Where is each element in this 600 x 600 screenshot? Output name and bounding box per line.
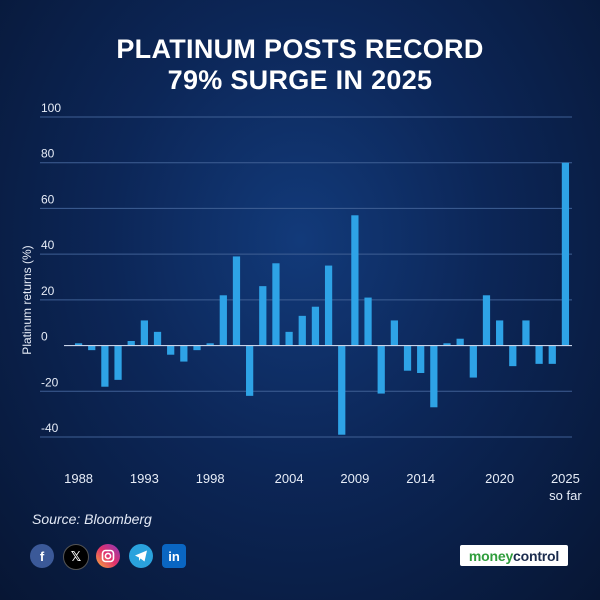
bar-2024 (548, 345, 556, 364)
bar-2000 (232, 256, 241, 346)
bar-2023 (535, 345, 543, 364)
x-tick-label-2025: 2025 (551, 471, 580, 486)
bar-2014 (417, 345, 425, 373)
chart-title: PLATINUM POSTS RECORD 79% SURGE IN 2025 (0, 34, 600, 96)
bar-2007 (324, 265, 333, 346)
grid-lines (40, 116, 572, 438)
x-tick-label-2009: 2009 (340, 471, 369, 486)
bar-1995 (167, 345, 175, 355)
x-tick-label-2004: 2004 (275, 471, 304, 486)
x-tick-label-2020: 2020 (485, 471, 514, 486)
bar-2016 (443, 343, 451, 346)
x-tick-label-1993: 1993 (130, 471, 159, 486)
telegram-icon[interactable] (129, 544, 153, 568)
telegram-glyph (135, 550, 147, 562)
bar-2013 (403, 345, 412, 371)
bar-2021 (509, 345, 517, 367)
instagram-icon[interactable] (96, 544, 120, 568)
bar-2017 (456, 338, 464, 346)
y-tick-label: 80 (41, 147, 55, 161)
bar-1997 (193, 345, 201, 351)
y-tick-label: -20 (41, 375, 59, 389)
source-note: Source: Bloomberg (32, 511, 152, 527)
x-tick-sublabel: so far (549, 488, 582, 503)
y-tick-labels: 100 80 60 40 20 0 -20 -40 (41, 101, 61, 435)
y-tick-label: 20 (41, 284, 55, 298)
linkedin-icon[interactable]: in (162, 544, 186, 568)
bar-2002 (259, 286, 267, 346)
bar-2003 (272, 263, 280, 346)
bar-1999 (219, 295, 227, 346)
bar-2009 (351, 215, 359, 346)
y-tick-label: 40 (41, 238, 55, 252)
bar-2020 (496, 320, 504, 346)
y-tick-label: 100 (41, 101, 61, 115)
bar-1994 (153, 331, 162, 346)
moneycontrol-logo[interactable]: money control (460, 545, 568, 566)
bar-1992 (127, 341, 135, 346)
bar-1998 (206, 343, 214, 346)
bar-2018 (469, 345, 477, 378)
y-axis-label: Platinum returns (%) (20, 245, 34, 354)
bar-2005 (298, 315, 306, 346)
bar-2001 (246, 345, 254, 396)
bar-2008 (338, 345, 346, 435)
x-tick-label-1988: 1988 (64, 471, 93, 486)
bar-1988 (74, 343, 83, 346)
instagram-glyph (101, 549, 115, 563)
bar-2022 (522, 320, 530, 346)
x-tick-label-2014: 2014 (406, 471, 435, 486)
y-tick-label: 60 (41, 192, 55, 206)
bars (74, 162, 570, 435)
brand-part-money: money (468, 547, 514, 564)
bar-2015 (430, 345, 438, 408)
bar-2019 (482, 295, 491, 346)
x-tick-label-1998: 1998 (196, 471, 225, 486)
bar-1989 (88, 345, 96, 351)
y-tick-label: 0 (41, 330, 48, 344)
bar-2004 (285, 331, 293, 346)
bar-1996 (180, 345, 188, 362)
bar-2012 (390, 320, 398, 346)
bar-1991 (114, 345, 122, 380)
bar-2006 (311, 306, 320, 346)
chart-title-line-2: 79% SURGE IN 2025 (167, 65, 433, 95)
x-tick-labels: 1988 1993 1998 2004 2009 2014 2020 2025 so far (64, 471, 582, 503)
bar-2010 (364, 297, 372, 346)
y-tick-label: -40 (41, 421, 59, 435)
facebook-icon[interactable]: f (30, 544, 54, 568)
x-icon[interactable]: 𝕏 (63, 544, 89, 570)
bar-2025 (561, 162, 570, 346)
bar-1993 (140, 320, 148, 346)
chart-title-line-1: PLATINUM POSTS RECORD (116, 34, 484, 64)
bar-2011 (377, 345, 385, 394)
bar-1990 (101, 345, 109, 387)
brand-part-control: control (513, 547, 560, 564)
